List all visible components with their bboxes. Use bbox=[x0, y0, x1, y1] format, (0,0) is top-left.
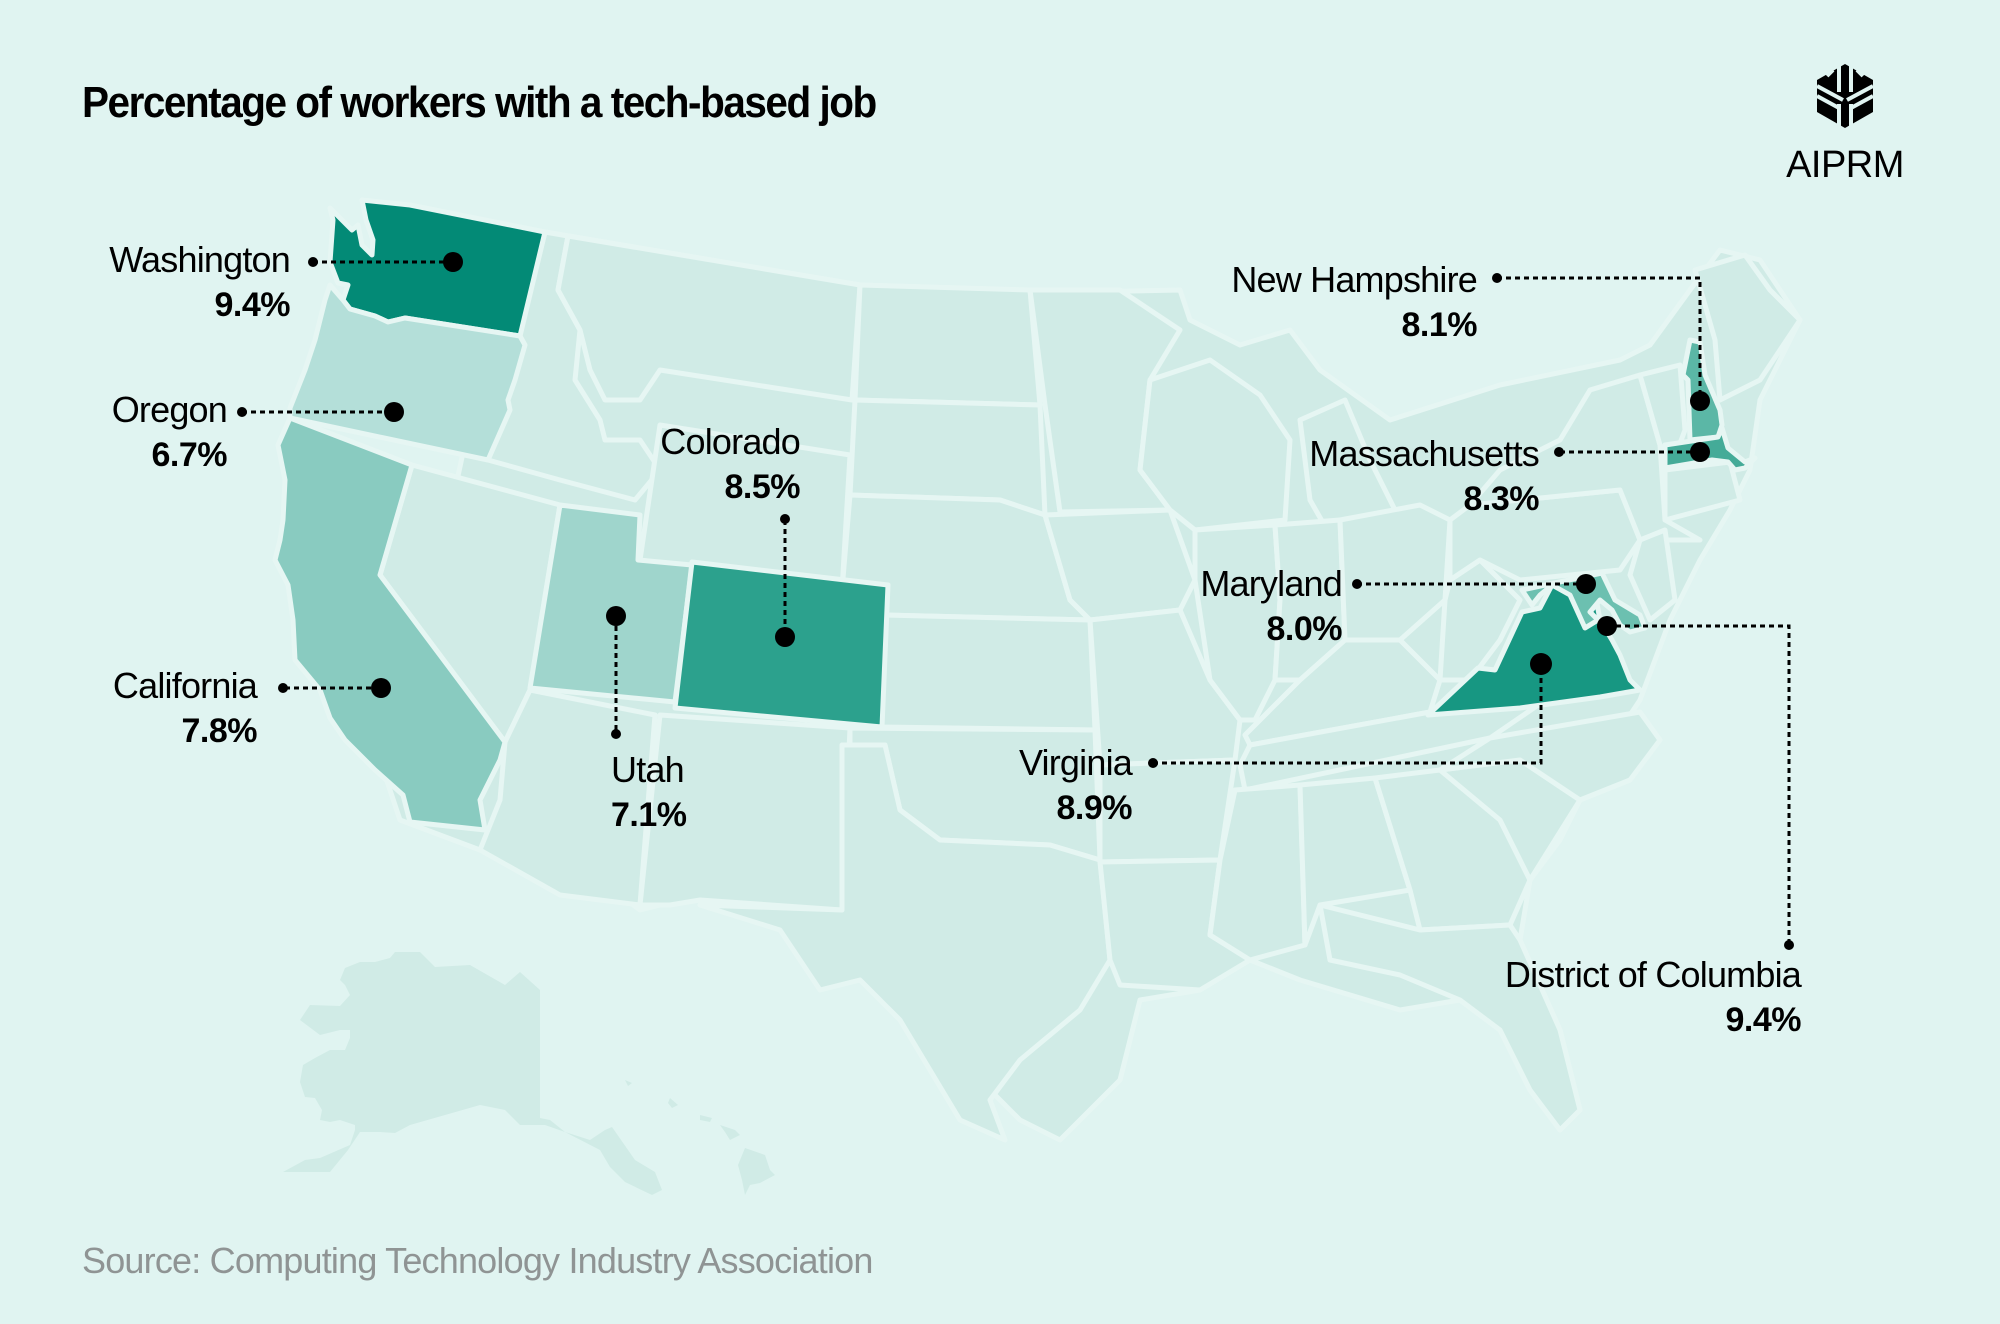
state-california bbox=[272, 415, 508, 833]
state-florida bbox=[1317, 902, 1583, 1133]
dot-california-label bbox=[278, 683, 288, 693]
state-value: 6.7% bbox=[151, 436, 228, 474]
dot-new-hampshire-state bbox=[1690, 391, 1710, 411]
leader-virginia bbox=[1153, 665, 1543, 765]
aiprm-cube-icon bbox=[1816, 64, 1874, 128]
label-utah: Utah 7.1% bbox=[611, 749, 687, 834]
state-name: Colorado bbox=[660, 421, 801, 462]
dot-california-state bbox=[371, 678, 391, 698]
state-hawaii-niihau bbox=[625, 1080, 632, 1086]
state-hawaii-big bbox=[738, 1148, 775, 1195]
label-colorado: Colorado 8.5% bbox=[660, 421, 801, 506]
dot-utah-label bbox=[611, 729, 621, 739]
dot-massachusetts-state bbox=[1690, 442, 1710, 462]
state-value: 8.9% bbox=[1056, 789, 1133, 827]
dot-dc-state bbox=[1597, 616, 1617, 636]
state-name: California bbox=[112, 665, 258, 706]
dot-washington-label bbox=[308, 257, 318, 267]
dot-virginia-state bbox=[1530, 653, 1552, 675]
leader-dc bbox=[1607, 624, 1791, 945]
state-name: Oregon bbox=[111, 389, 228, 430]
dot-oregon-label bbox=[237, 407, 247, 417]
label-dc: District of Columbia 9.4% bbox=[1504, 954, 1802, 1039]
dot-utah-state bbox=[606, 606, 626, 626]
state-value: 7.1% bbox=[611, 796, 687, 834]
state-value: 7.8% bbox=[181, 712, 258, 750]
state-montana bbox=[555, 233, 863, 403]
state-hawaii-oahu bbox=[700, 1115, 712, 1122]
state-wisconsin bbox=[1137, 357, 1293, 533]
state-name: Massachusetts bbox=[1309, 433, 1540, 474]
state-value: 9.4% bbox=[214, 286, 291, 324]
aiprm-logo: AIPRM bbox=[1780, 62, 1910, 186]
state-alabama bbox=[1297, 775, 1413, 948]
dot-maryland-label bbox=[1352, 579, 1362, 589]
state-texas bbox=[697, 742, 1113, 1143]
dot-washington-state bbox=[443, 252, 463, 272]
label-massachusetts: Massachusetts 8.3% bbox=[1309, 433, 1540, 518]
state-name: District of Columbia bbox=[1504, 954, 1802, 995]
state-value: 9.4% bbox=[1725, 1001, 1802, 1039]
state-hawaii-kauai bbox=[668, 1098, 678, 1108]
state-kansas bbox=[877, 612, 1098, 733]
state-maine bbox=[1692, 252, 1803, 403]
state-alaska bbox=[283, 952, 662, 1195]
state-name: Washington bbox=[109, 239, 291, 280]
label-new-hampshire: New Hampshire 8.1% bbox=[1231, 259, 1478, 344]
label-oregon: Oregon 6.7% bbox=[111, 389, 228, 474]
state-name: Virginia bbox=[1018, 742, 1133, 783]
logo-text: AIPRM bbox=[1786, 144, 1904, 186]
state-oregon bbox=[287, 282, 528, 463]
chart-title: Percentage of workers with a tech-based … bbox=[82, 78, 877, 127]
leader-new-hampshire bbox=[1497, 276, 1702, 400]
dot-colorado-label bbox=[780, 514, 790, 524]
state-connecticut-ri bbox=[1662, 459, 1743, 523]
state-maryland bbox=[1519, 570, 1648, 635]
dot-massachusetts-label bbox=[1554, 447, 1564, 457]
label-virginia: Virginia 8.9% bbox=[1018, 742, 1133, 827]
state-value: 8.0% bbox=[1266, 610, 1343, 648]
state-value: 8.1% bbox=[1401, 306, 1478, 344]
state-new-jersey bbox=[1627, 527, 1678, 623]
label-maryland: Maryland 8.0% bbox=[1200, 563, 1343, 648]
state-value: 8.3% bbox=[1463, 480, 1540, 518]
dot-maryland-state bbox=[1576, 574, 1596, 594]
dot-dc-label bbox=[1784, 940, 1794, 950]
label-washington: Washington 9.4% bbox=[109, 239, 291, 324]
dot-virginia-label bbox=[1148, 758, 1158, 768]
state-value: 8.5% bbox=[724, 468, 801, 506]
state-name: Maryland bbox=[1200, 563, 1342, 604]
state-name: Utah bbox=[611, 749, 685, 790]
label-california: California 7.8% bbox=[112, 665, 258, 750]
state-hawaii-maui bbox=[720, 1125, 740, 1140]
dot-colorado-state bbox=[775, 627, 795, 647]
state-north-carolina bbox=[1437, 709, 1663, 803]
state-massachusetts bbox=[1662, 425, 1758, 473]
state-west-virginia bbox=[1437, 557, 1523, 683]
dot-new-hampshire-label bbox=[1492, 273, 1502, 283]
source-note: Source: Computing Technology Industry As… bbox=[82, 1240, 873, 1281]
state-north-dakota bbox=[852, 282, 1043, 408]
dot-oregon-state bbox=[384, 402, 404, 422]
state-name: New Hampshire bbox=[1231, 259, 1477, 300]
